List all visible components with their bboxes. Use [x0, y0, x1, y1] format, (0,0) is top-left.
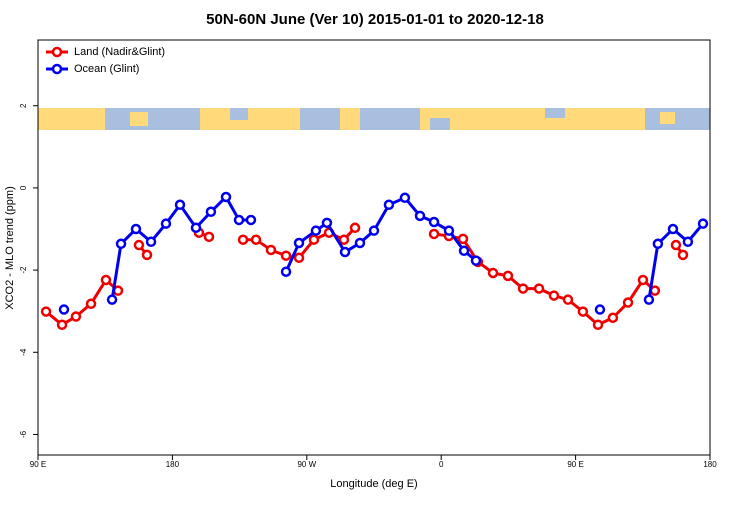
point	[562, 294, 574, 305]
point	[383, 199, 395, 211]
x-axis-label: Longitude (deg E)	[330, 478, 417, 490]
point	[368, 225, 380, 236]
point	[502, 270, 514, 282]
point	[321, 217, 333, 229]
point	[670, 239, 682, 251]
point	[458, 245, 470, 257]
point	[133, 239, 145, 251]
point	[354, 237, 366, 249]
point	[190, 222, 202, 234]
y-tick-label: -4	[19, 348, 28, 356]
point	[174, 199, 186, 211]
y-tick-label: -6	[19, 430, 28, 438]
legend-label: Land (Nadir&Glint)	[74, 46, 165, 58]
point	[40, 306, 52, 317]
point	[310, 225, 322, 236]
map-band	[38, 108, 710, 130]
point	[58, 304, 70, 315]
point	[487, 267, 499, 279]
point	[293, 252, 305, 264]
point	[70, 311, 82, 322]
point	[637, 274, 649, 286]
point	[577, 306, 589, 317]
point	[399, 192, 411, 204]
point	[428, 216, 440, 228]
y-tick-label: -2	[19, 266, 28, 274]
point	[250, 234, 262, 245]
legend-marker	[51, 46, 63, 58]
point	[622, 297, 634, 308]
point	[533, 283, 545, 294]
point	[643, 294, 655, 305]
point	[697, 218, 709, 229]
legend-marker	[51, 63, 63, 75]
point	[145, 236, 157, 247]
point	[245, 214, 257, 226]
point	[141, 249, 153, 261]
point	[338, 234, 350, 245]
point	[607, 312, 619, 324]
point	[308, 234, 320, 245]
point	[457, 233, 469, 245]
point	[265, 244, 277, 256]
y-tick-label: 2	[19, 103, 28, 108]
point	[443, 225, 455, 236]
point	[106, 294, 118, 305]
point	[237, 234, 249, 245]
point	[517, 283, 529, 294]
chart-title: 50N-60N June (Ver 10) 2015-01-01 to 2020…	[206, 11, 544, 28]
point	[233, 214, 245, 226]
point	[594, 304, 606, 315]
point	[414, 210, 426, 222]
y-tick-label: 0	[19, 185, 28, 190]
x-tick-label: 180	[703, 460, 717, 469]
point	[470, 255, 482, 266]
point	[100, 274, 112, 286]
point	[339, 246, 351, 258]
x-tick-label: 90 W	[297, 460, 316, 469]
point	[349, 222, 361, 234]
x-tick-label: 90 E	[30, 460, 46, 469]
point	[130, 223, 142, 235]
point	[85, 298, 97, 310]
x-tick-label: 90 E	[567, 460, 583, 469]
point	[592, 319, 604, 330]
point	[652, 238, 664, 250]
point	[293, 237, 305, 249]
y-axis-label: XCO2 - MLO trend (ppm)	[4, 186, 16, 309]
point	[220, 191, 232, 203]
point	[667, 223, 679, 235]
point	[428, 228, 440, 240]
point	[203, 231, 215, 243]
point	[115, 238, 127, 250]
series-line	[110, 194, 705, 300]
legend-label: Ocean (Glint)	[74, 63, 139, 75]
point	[548, 290, 560, 301]
point	[56, 319, 68, 330]
point	[280, 250, 292, 261]
point	[205, 206, 217, 218]
point	[160, 218, 172, 229]
plot-frame	[37, 39, 711, 456]
point	[682, 236, 694, 247]
point	[677, 249, 689, 261]
point	[280, 266, 292, 277]
x-tick-label: 0	[439, 460, 444, 469]
x-tick-label: 180	[166, 460, 180, 469]
